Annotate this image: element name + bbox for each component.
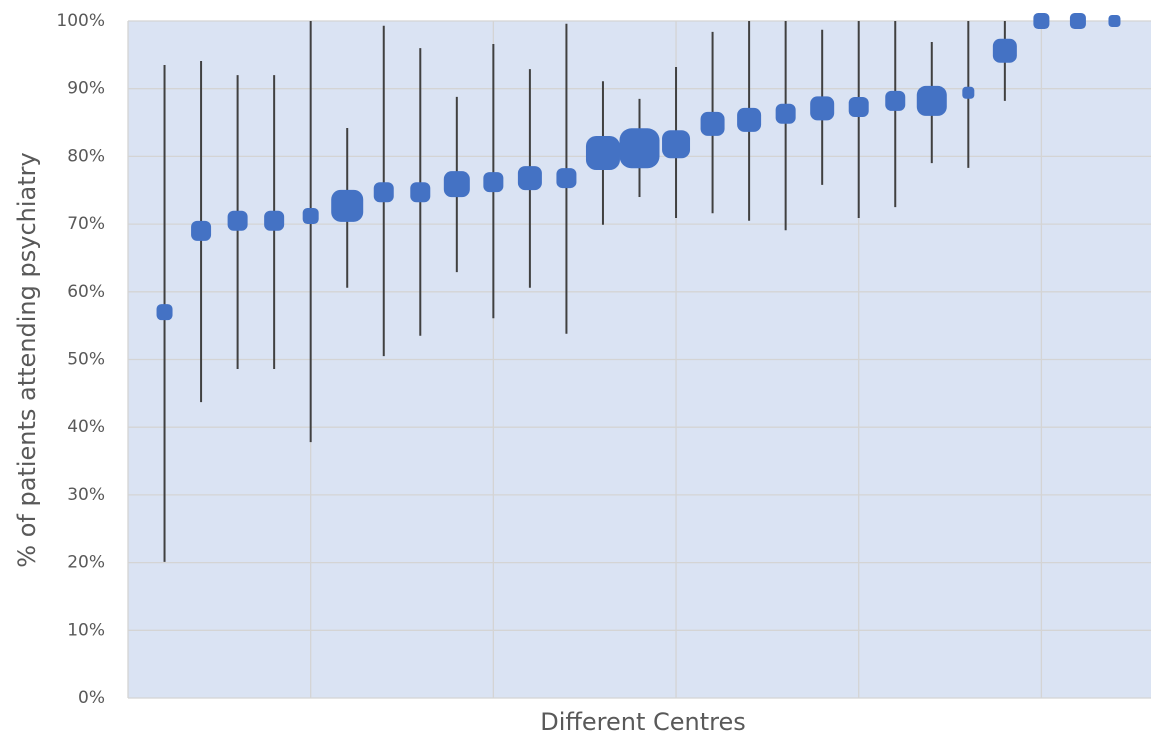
- marker: [848, 96, 869, 117]
- marker: [775, 103, 796, 124]
- marker: [302, 207, 319, 224]
- marker: [1069, 13, 1086, 29]
- marker: [810, 96, 835, 121]
- y-axis-title: % of patients attending psychiatry: [13, 152, 41, 567]
- y-tick-label: 0%: [78, 688, 105, 708]
- marker: [227, 210, 248, 231]
- marker: [443, 171, 470, 198]
- marker: [737, 107, 762, 132]
- y-tick-label: 10%: [67, 620, 105, 640]
- marker: [619, 128, 660, 169]
- marks: [156, 13, 1121, 562]
- y-tick-label: 70%: [67, 214, 105, 234]
- marker: [916, 85, 947, 116]
- y-tick-label: 20%: [67, 553, 105, 573]
- y-tick-label: 80%: [67, 146, 105, 166]
- marker: [556, 168, 577, 189]
- marker: [1033, 13, 1050, 29]
- y-tick-label: 50%: [67, 350, 105, 370]
- marker: [700, 111, 725, 136]
- marker: [662, 130, 691, 159]
- marker: [1108, 15, 1121, 27]
- marker: [373, 182, 394, 203]
- marker: [992, 38, 1017, 63]
- y-tick-label: 40%: [67, 417, 105, 437]
- marker: [962, 86, 975, 99]
- marker: [483, 172, 504, 193]
- marker: [264, 210, 285, 231]
- grid: [127, 20, 1151, 699]
- marker: [585, 136, 620, 171]
- y-tick-label: 60%: [67, 282, 105, 302]
- marker: [517, 166, 542, 191]
- marker: [156, 304, 173, 321]
- marker: [331, 189, 364, 222]
- y-tick-label: 100%: [56, 11, 105, 31]
- x-axis-title: Different Centres: [540, 708, 746, 736]
- marker: [191, 220, 212, 241]
- marker: [410, 182, 431, 203]
- y-tick-label: 90%: [67, 79, 105, 99]
- marker: [885, 90, 906, 111]
- y-tick-label: 30%: [67, 485, 105, 505]
